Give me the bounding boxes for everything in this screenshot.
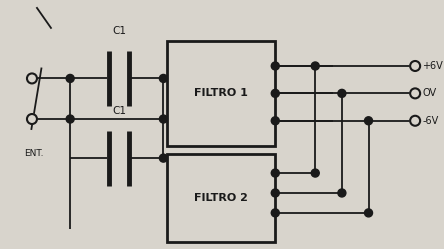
- Circle shape: [338, 89, 346, 97]
- Circle shape: [159, 74, 167, 82]
- Polygon shape: [166, 154, 275, 242]
- Circle shape: [311, 169, 319, 177]
- Circle shape: [365, 209, 373, 217]
- Text: +6V: +6V: [422, 61, 443, 71]
- Circle shape: [410, 116, 420, 126]
- Circle shape: [311, 62, 319, 70]
- Circle shape: [271, 62, 279, 70]
- Circle shape: [271, 89, 279, 97]
- Circle shape: [271, 189, 279, 197]
- Text: C1: C1: [112, 26, 126, 36]
- Circle shape: [27, 73, 37, 83]
- Circle shape: [27, 114, 37, 124]
- Text: FILTRO 2: FILTRO 2: [194, 193, 248, 203]
- Circle shape: [271, 209, 279, 217]
- Text: -6V: -6V: [422, 116, 438, 126]
- Circle shape: [365, 117, 373, 125]
- Text: FILTRO 1: FILTRO 1: [194, 88, 248, 98]
- Circle shape: [159, 154, 167, 162]
- Text: C1: C1: [112, 106, 126, 116]
- Text: ENT.: ENT.: [24, 149, 44, 158]
- Circle shape: [410, 61, 420, 71]
- Circle shape: [271, 117, 279, 125]
- Circle shape: [410, 88, 420, 98]
- Circle shape: [159, 115, 167, 123]
- Circle shape: [66, 115, 74, 123]
- Circle shape: [271, 169, 279, 177]
- Text: OV: OV: [422, 88, 436, 98]
- Circle shape: [66, 74, 74, 82]
- Polygon shape: [166, 41, 275, 146]
- Circle shape: [338, 189, 346, 197]
